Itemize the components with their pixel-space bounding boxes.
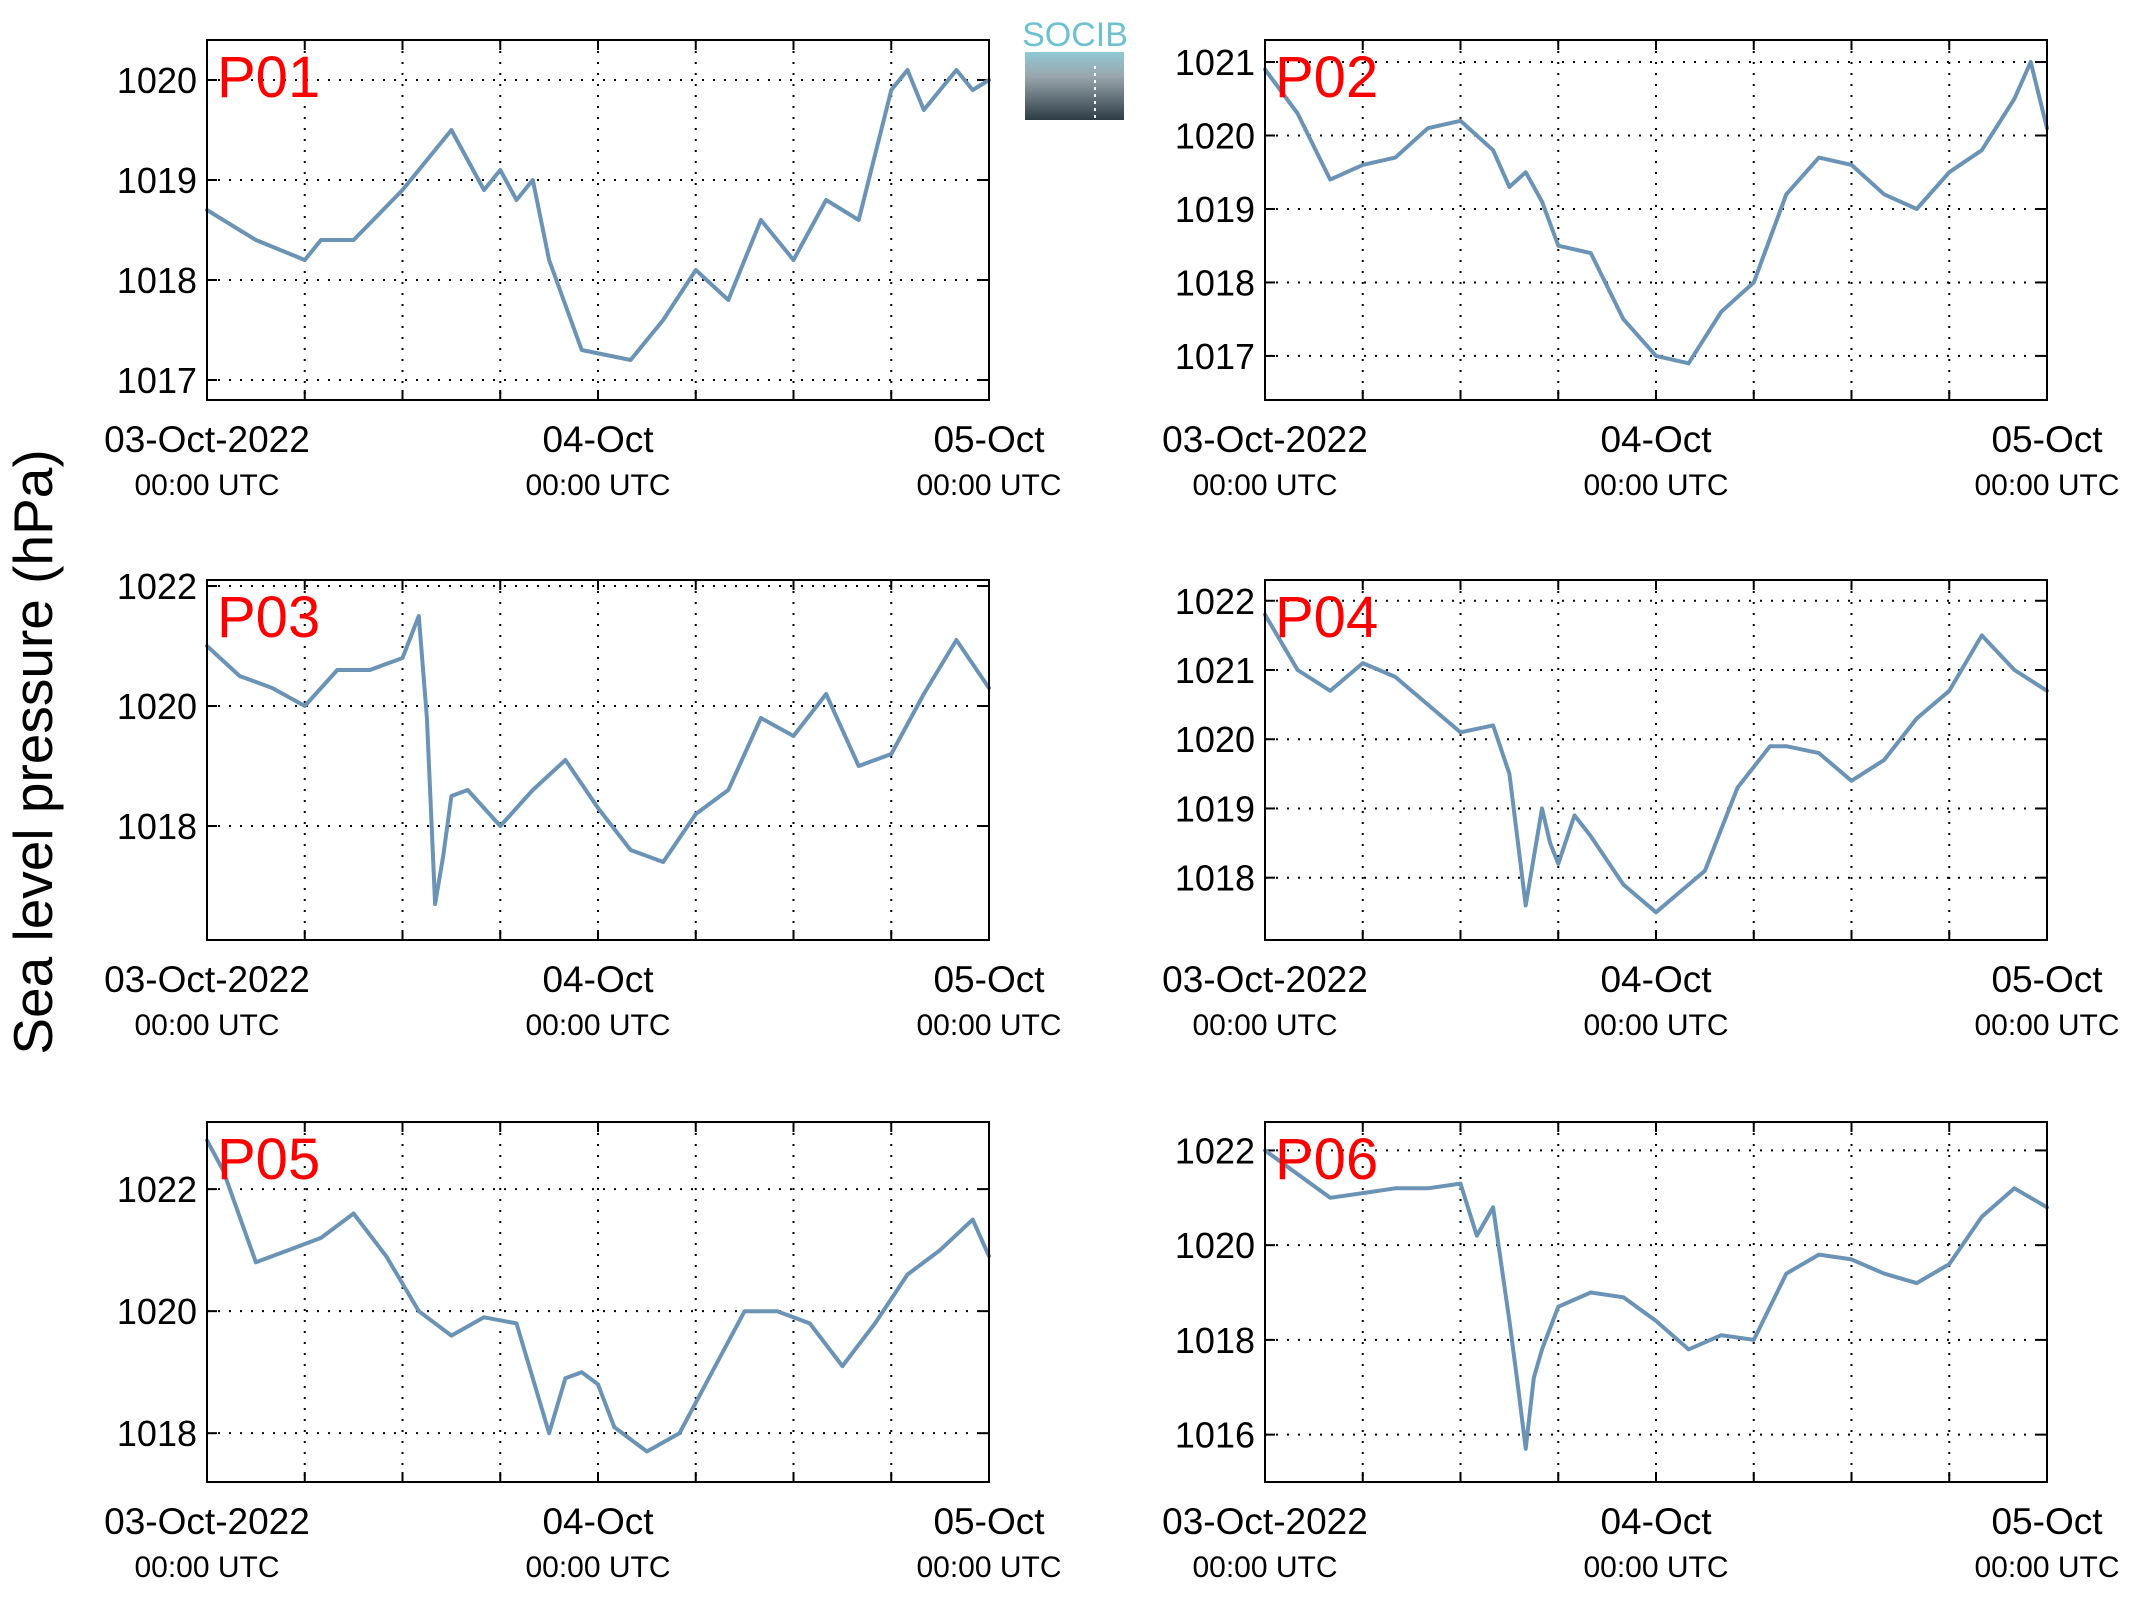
y-tick-label: 1018 xyxy=(1175,262,1255,303)
x-tick-label-time: 00:00 UTC xyxy=(1583,1009,1728,1042)
x-tick-label-date: 03-Oct-2022 xyxy=(104,959,310,1000)
y-tick-label: 1022 xyxy=(1175,581,1255,622)
y-tick-label: 1018 xyxy=(117,260,197,301)
axes-frame xyxy=(1264,39,2048,401)
x-tick-label-time: 00:00 UTC xyxy=(1192,469,1337,502)
x-tick-label-date: 04-Oct xyxy=(1600,1501,1712,1542)
axes-frame xyxy=(206,39,990,401)
y-tick-label: 1020 xyxy=(117,60,197,101)
series-line-0 xyxy=(205,614,991,906)
x-tick-label-date: 05-Oct xyxy=(933,959,1045,1000)
y-tick-label: 1019 xyxy=(1175,189,1255,230)
x-tick-label-time: 00:00 UTC xyxy=(1974,469,2119,502)
plot-area xyxy=(1265,1122,2047,1482)
plot-area xyxy=(207,1122,989,1482)
x-tick-label-date: 05-Oct xyxy=(933,1501,1045,1542)
y-tick-label: 1019 xyxy=(117,160,197,201)
y-tick-label: 1017 xyxy=(1175,336,1255,377)
x-tick-label-date: 04-Oct xyxy=(1600,959,1712,1000)
x-tick-label-date: 04-Oct xyxy=(542,1501,654,1542)
axes-frame xyxy=(206,579,990,941)
plot-area xyxy=(1265,580,2047,940)
x-tick-label-date: 05-Oct xyxy=(933,419,1045,460)
y-tick-label: 1020 xyxy=(1175,1225,1255,1266)
y-tick-label: 1022 xyxy=(117,566,197,607)
x-tick-label-time: 00:00 UTC xyxy=(916,1009,1061,1042)
logo-text: SOCIB xyxy=(1022,16,1128,54)
x-tick-label-date: 03-Oct-2022 xyxy=(1162,959,1368,1000)
x-tick-label-time: 00:00 UTC xyxy=(916,1551,1061,1584)
x-tick-label-date: 05-Oct xyxy=(1991,959,2103,1000)
x-tick-label-time: 00:00 UTC xyxy=(1583,469,1728,502)
x-tick-label-date: 05-Oct xyxy=(1991,419,2103,460)
x-tick-label-time: 00:00 UTC xyxy=(1974,1551,2119,1584)
x-tick-label-time: 00:00 UTC xyxy=(1583,1551,1728,1584)
y-tick-label: 1017 xyxy=(117,360,197,401)
y-tick-label: 1021 xyxy=(1175,650,1255,691)
x-tick-label-time: 00:00 UTC xyxy=(525,469,670,502)
chart-panel-p02: 1017 1018 1019 1020 1021 03-Oct-2022 00:00 UTC… xyxy=(1162,39,2120,502)
x-tick-label-time: 00:00 UTC xyxy=(1192,1009,1337,1042)
x-tick-label-date: 04-Oct xyxy=(542,959,654,1000)
x-tick-label-date: 04-Oct xyxy=(1600,419,1712,460)
chart-panel-p06: 1016 1018 1020 1022 03-Oct-2022 00:00 UTC 04-O… xyxy=(1162,1121,2120,1584)
panels: 1017 1018 1019 1020 03-Oct-2022 00:00 UTC 04-O… xyxy=(104,39,2120,1584)
x-tick-label-time: 00:00 UTC xyxy=(525,1551,670,1584)
x-tick-label-date: 03-Oct-2022 xyxy=(104,419,310,460)
x-tick-label-time: 00:00 UTC xyxy=(916,469,1061,502)
plot-area xyxy=(1265,40,2047,400)
y-tick-label: 1018 xyxy=(1175,1320,1255,1361)
series-line-0 xyxy=(205,68,991,362)
x-tick-label-date: 03-Oct-2022 xyxy=(1162,1501,1368,1542)
y-tick-label: 1020 xyxy=(117,1291,197,1332)
panel-title: P02 xyxy=(1275,45,1378,110)
axes-frame xyxy=(206,1121,990,1483)
x-tick-label-date: 04-Oct xyxy=(542,419,654,460)
series-line-0 xyxy=(1263,1148,2049,1451)
y-tick-label: 1020 xyxy=(1175,719,1255,760)
y-axis-label: Sea level pressure (hPa) xyxy=(2,449,64,1054)
y-tick-label: 1018 xyxy=(117,806,197,847)
x-tick-label-date: 05-Oct xyxy=(1991,1501,2103,1542)
x-tick-label-time: 00:00 UTC xyxy=(1192,1551,1337,1584)
axes-frame xyxy=(1264,1121,2048,1483)
x-tick-label-date: 03-Oct-2022 xyxy=(1162,419,1368,460)
x-tick-label-time: 00:00 UTC xyxy=(525,1009,670,1042)
y-tick-label: 1021 xyxy=(1175,42,1255,83)
panel-title: P05 xyxy=(217,1127,320,1192)
axes-frame xyxy=(1264,579,2048,941)
plot-area xyxy=(207,40,989,400)
series-line-0 xyxy=(205,1138,991,1454)
chart-panel-p03: 1018 1020 1022 03-Oct-2022 00:00 UTC 04-Oct 00… xyxy=(104,566,1061,1042)
x-tick-label-time: 00:00 UTC xyxy=(134,1551,279,1584)
y-tick-label: 1020 xyxy=(117,686,197,727)
y-tick-label: 1019 xyxy=(1175,788,1255,829)
x-tick-label-time: 00:00 UTC xyxy=(1974,1009,2119,1042)
panel-title: P03 xyxy=(217,585,320,650)
y-tick-label: 1018 xyxy=(117,1413,197,1454)
logo-graphic xyxy=(1025,52,1124,120)
panel-title: P01 xyxy=(217,45,320,110)
chart-panel-p04: 1018 1019 1020 1021 1022 03-Oct-2022 00:00 UTC… xyxy=(1162,579,2120,1042)
y-tick-label: 1020 xyxy=(1175,116,1255,157)
panel-title: P06 xyxy=(1275,1127,1378,1192)
x-tick-label-time: 00:00 UTC xyxy=(134,1009,279,1042)
series-line-0 xyxy=(1263,60,2049,366)
series-line-0 xyxy=(1263,612,2049,915)
socib-logo: SOCIB xyxy=(1022,16,1128,120)
y-tick-label: 1022 xyxy=(1175,1130,1255,1171)
y-tick-label: 1016 xyxy=(1175,1415,1255,1456)
y-tick-label: 1018 xyxy=(1175,858,1255,899)
x-tick-label-date: 03-Oct-2022 xyxy=(104,1501,310,1542)
chart-panel-p01: 1017 1018 1019 1020 03-Oct-2022 00:00 UTC 04-O… xyxy=(104,39,1062,502)
y-tick-label: 1022 xyxy=(117,1169,197,1210)
x-tick-label-time: 00:00 UTC xyxy=(134,469,279,502)
chart-panel-p05: 1018 1020 1022 03-Oct-2022 00:00 UTC 04-Oct 00… xyxy=(104,1121,1062,1584)
panel-title: P04 xyxy=(1275,585,1378,650)
plot-area xyxy=(207,580,989,940)
